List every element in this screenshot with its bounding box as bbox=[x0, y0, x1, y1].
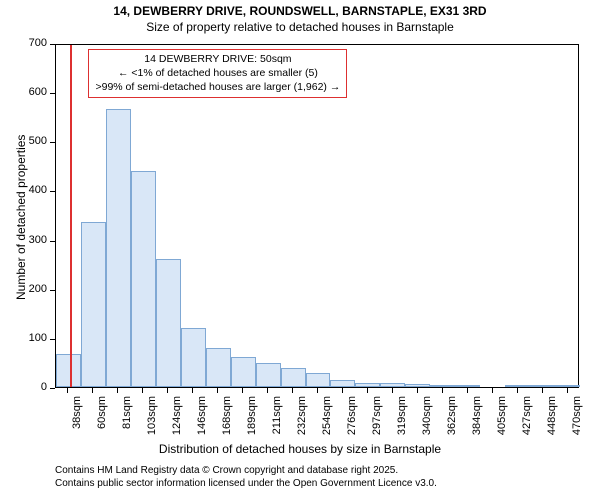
bar bbox=[355, 383, 380, 387]
x-tick bbox=[117, 388, 118, 393]
y-tick-label: 100 bbox=[17, 332, 47, 344]
x-tick-label: 168sqm bbox=[221, 396, 233, 436]
bar bbox=[106, 109, 131, 387]
chart-container: 14, DEWBERRY DRIVE, ROUNDSWELL, BARNSTAP… bbox=[0, 0, 600, 500]
bar bbox=[555, 385, 580, 387]
y-tick-label: 0 bbox=[17, 381, 47, 393]
x-tick bbox=[392, 388, 393, 393]
callout-line: 14 DEWBERRY DRIVE: 50sqm bbox=[95, 52, 340, 66]
bar bbox=[206, 348, 231, 387]
x-tick-label: 319sqm bbox=[396, 396, 408, 436]
x-tick-label: 254sqm bbox=[321, 396, 333, 436]
y-tick bbox=[50, 290, 55, 291]
x-tick bbox=[467, 388, 468, 393]
footer-line-1: Contains HM Land Registry data © Crown c… bbox=[55, 464, 437, 477]
x-tick bbox=[192, 388, 193, 393]
bar bbox=[430, 385, 455, 387]
y-tick-label: 700 bbox=[17, 37, 47, 49]
x-tick-label: 232sqm bbox=[296, 396, 308, 436]
x-tick bbox=[217, 388, 218, 393]
x-tick-label: 405sqm bbox=[496, 396, 508, 436]
x-tick bbox=[292, 388, 293, 393]
x-tick-label: 189sqm bbox=[246, 396, 258, 436]
bar bbox=[505, 385, 530, 387]
x-tick bbox=[242, 388, 243, 393]
x-tick bbox=[367, 388, 368, 393]
y-tick-label: 600 bbox=[17, 86, 47, 98]
callout-line: >99% of semi-detached houses are larger … bbox=[95, 80, 340, 94]
x-tick bbox=[267, 388, 268, 393]
callout-box: 14 DEWBERRY DRIVE: 50sqm← <1% of detache… bbox=[88, 49, 347, 98]
x-tick-label: 427sqm bbox=[521, 396, 533, 436]
bar bbox=[306, 373, 331, 387]
bar bbox=[131, 171, 156, 387]
x-tick-label: 60sqm bbox=[96, 396, 108, 436]
x-tick-label: 124sqm bbox=[171, 396, 183, 436]
x-tick-label: 297sqm bbox=[371, 396, 383, 436]
y-tick bbox=[50, 44, 55, 45]
x-tick bbox=[417, 388, 418, 393]
y-tick bbox=[50, 191, 55, 192]
callout-line: ← <1% of detached houses are smaller (5) bbox=[95, 66, 340, 80]
y-tick-label: 500 bbox=[17, 135, 47, 147]
x-tick bbox=[492, 388, 493, 393]
x-tick bbox=[542, 388, 543, 393]
x-tick bbox=[317, 388, 318, 393]
bar bbox=[231, 357, 256, 387]
bar bbox=[181, 328, 206, 387]
x-tick-label: 211sqm bbox=[271, 396, 283, 436]
x-tick-label: 384sqm bbox=[471, 396, 483, 436]
bar bbox=[330, 380, 355, 387]
bar bbox=[281, 368, 306, 387]
x-tick-label: 81sqm bbox=[121, 396, 133, 436]
bar bbox=[81, 222, 106, 387]
y-tick bbox=[50, 388, 55, 389]
x-tick bbox=[342, 388, 343, 393]
x-tick bbox=[167, 388, 168, 393]
y-tick-label: 300 bbox=[17, 234, 47, 246]
x-tick bbox=[567, 388, 568, 393]
reference-line bbox=[70, 45, 72, 387]
x-tick-label: 448sqm bbox=[546, 396, 558, 436]
x-tick-label: 103sqm bbox=[146, 396, 158, 436]
x-tick bbox=[517, 388, 518, 393]
y-tick bbox=[50, 339, 55, 340]
x-axis-label: Distribution of detached houses by size … bbox=[0, 442, 600, 456]
chart-title: 14, DEWBERRY DRIVE, ROUNDSWELL, BARNSTAP… bbox=[0, 0, 600, 20]
y-axis-label: Number of detached properties bbox=[14, 135, 28, 300]
x-tick bbox=[92, 388, 93, 393]
bar bbox=[56, 354, 81, 387]
x-tick bbox=[67, 388, 68, 393]
y-tick-label: 400 bbox=[17, 184, 47, 196]
x-tick-label: 38sqm bbox=[71, 396, 83, 436]
y-tick bbox=[50, 241, 55, 242]
x-tick-label: 362sqm bbox=[446, 396, 458, 436]
chart-footer: Contains HM Land Registry data © Crown c… bbox=[55, 464, 437, 490]
footer-line-2: Contains public sector information licen… bbox=[55, 477, 437, 490]
bar bbox=[405, 384, 430, 387]
bar bbox=[156, 259, 181, 387]
plot-area: 14 DEWBERRY DRIVE: 50sqm← <1% of detache… bbox=[55, 44, 579, 388]
chart-subtitle: Size of property relative to detached ho… bbox=[0, 20, 600, 36]
x-tick-label: 276sqm bbox=[346, 396, 358, 436]
y-tick bbox=[50, 142, 55, 143]
bar bbox=[256, 363, 281, 387]
x-tick-label: 146sqm bbox=[196, 396, 208, 436]
bar bbox=[455, 385, 480, 387]
y-tick-label: 200 bbox=[17, 283, 47, 295]
x-tick-label: 340sqm bbox=[421, 396, 433, 436]
bar bbox=[530, 385, 555, 387]
x-tick bbox=[442, 388, 443, 393]
x-tick bbox=[142, 388, 143, 393]
bar bbox=[380, 383, 405, 387]
x-tick-label: 470sqm bbox=[571, 396, 583, 436]
y-tick bbox=[50, 93, 55, 94]
